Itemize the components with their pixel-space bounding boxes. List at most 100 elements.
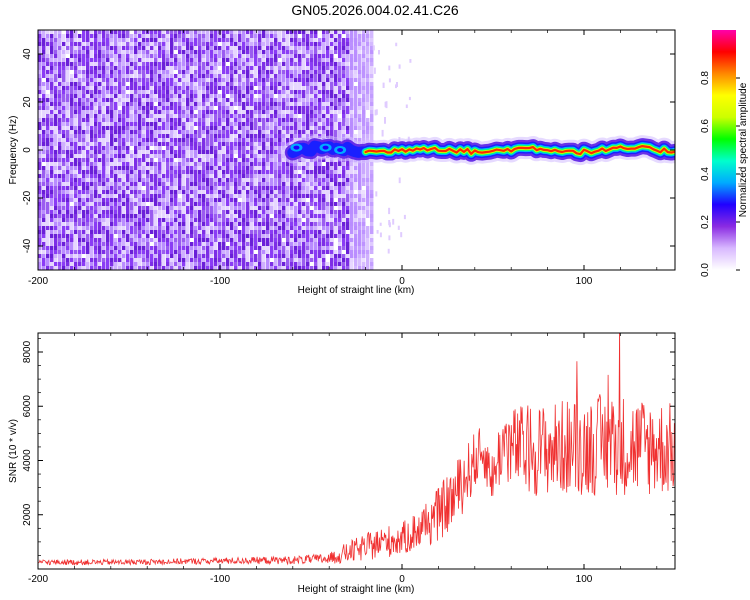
spectrogram-cell [70,138,74,142]
spectrogram-cell [326,214,330,226]
spectrogram-cell [126,178,130,182]
spectrogram-cell [234,70,238,74]
spectrogram-cell [370,246,374,254]
spectrogram-cell [246,226,250,238]
spectrogram-cell [318,210,322,214]
spectrogram-cell [298,106,302,114]
spectrogram-cell [182,150,186,154]
spectrogram-cell [174,254,178,262]
spectrogram-cell [338,174,342,178]
spectrogram-cell [134,266,138,270]
spectrogram-cell [330,262,334,266]
spectrogram-cell [222,218,226,222]
spectrogram-cell [338,106,342,110]
spectrogram-speck [400,232,403,238]
spectrogram-cell [342,50,346,54]
spectrogram-cell [50,50,54,54]
spectrogram-cell [218,250,222,262]
spectrogram-cell [198,118,202,122]
spectrogram-cell [238,194,242,198]
spectrogram-cell [226,214,230,218]
spectrogram-cell [370,30,374,34]
spectrogram-cell [58,238,62,242]
spectrogram-cell [54,130,58,134]
spectrogram-cell [266,182,270,186]
spectrogram-cell [82,146,86,150]
spectrogram-cell [194,134,198,138]
spectrogram-cell [90,118,94,122]
spectrogram-cell [182,158,186,170]
spectrogram-cell [318,62,322,66]
spectrogram-cell [366,206,370,210]
spectrogram-cell [254,78,258,82]
spectrogram-cell [58,118,62,122]
spectrogram-cell [194,178,198,182]
spectrogram-cell [250,106,254,110]
spectrogram-cell [146,62,150,66]
spectrogram-cell [210,266,214,270]
spectrogram-cell [326,178,330,182]
spectrogram-cell [54,98,58,102]
spectrogram-speck [405,104,408,109]
spectrogram-cell [282,246,286,258]
spectrogram-cell [310,122,314,126]
spectrogram-cell [286,62,290,66]
spectrogram-cell [246,94,250,98]
spectrogram-cell [322,222,326,226]
spectrogram-cell [178,250,182,254]
spectrogram-cell [242,110,246,114]
snr-y-tick-label: 4000 [22,449,33,472]
spectrogram-cell [154,98,158,102]
spectrogram-cell [94,182,98,186]
spectrogram-cell [282,102,286,106]
spectrogram-cell [102,118,106,122]
spectrogram-cell [262,210,266,214]
spectrogram-cell [282,106,286,110]
spectrogram-cell [282,214,286,218]
spectrogram-cell [98,34,102,46]
spectrogram-cell [54,90,58,94]
spectrogram-cell [310,30,314,34]
spectrogram-cell [350,110,354,114]
spectrogram-cell [126,130,130,142]
spectrogram-cell [194,142,198,146]
spectrogram-cell [306,222,310,226]
spectrogram-cell [254,122,258,126]
spectrogram-cell [182,170,186,174]
spectrogram-cell [330,42,334,46]
spectrogram-cell [106,138,110,142]
spectrogram-cell [266,210,270,214]
spectrogram-cell [58,246,62,250]
spectrogram-cell [46,134,50,138]
spectrogram-cell [126,114,130,118]
spectrogram-speck [409,59,412,63]
spectrogram-cell [358,106,362,114]
spectrogram-cell [226,238,230,242]
spectrogram-cell [226,118,230,122]
spectrogram-cell [154,166,158,170]
spectrogram-cell [266,186,270,190]
spectrogram-cell [238,46,242,50]
spectrogram-cell [94,130,98,134]
spectrogram-cell [146,110,150,114]
spectrogram-cell [106,194,110,198]
spectrogram-cell [38,166,42,170]
spectrogram-cell [42,170,46,174]
spectrogram-cell [166,42,170,46]
spectrogram-cell [190,210,194,214]
spectrogram-cell [354,226,358,230]
spectrogram-cell [142,166,146,170]
spectrogram-cell [326,250,330,254]
spectrogram-cell [186,98,190,102]
spectrogram-cell [78,90,82,94]
spectrogram-cell [86,170,90,174]
snr-x-tick-label: -200 [28,574,48,585]
spectrogram-cell [202,130,206,134]
spectrogram-cell [194,266,198,270]
spectrogram-cell [174,242,178,246]
spectrogram-speck [373,67,376,74]
spectrogram-cell [370,178,374,182]
spectrogram-cell [154,266,158,270]
spectrogram-cell [266,146,270,150]
spectrogram-cell [318,50,322,54]
